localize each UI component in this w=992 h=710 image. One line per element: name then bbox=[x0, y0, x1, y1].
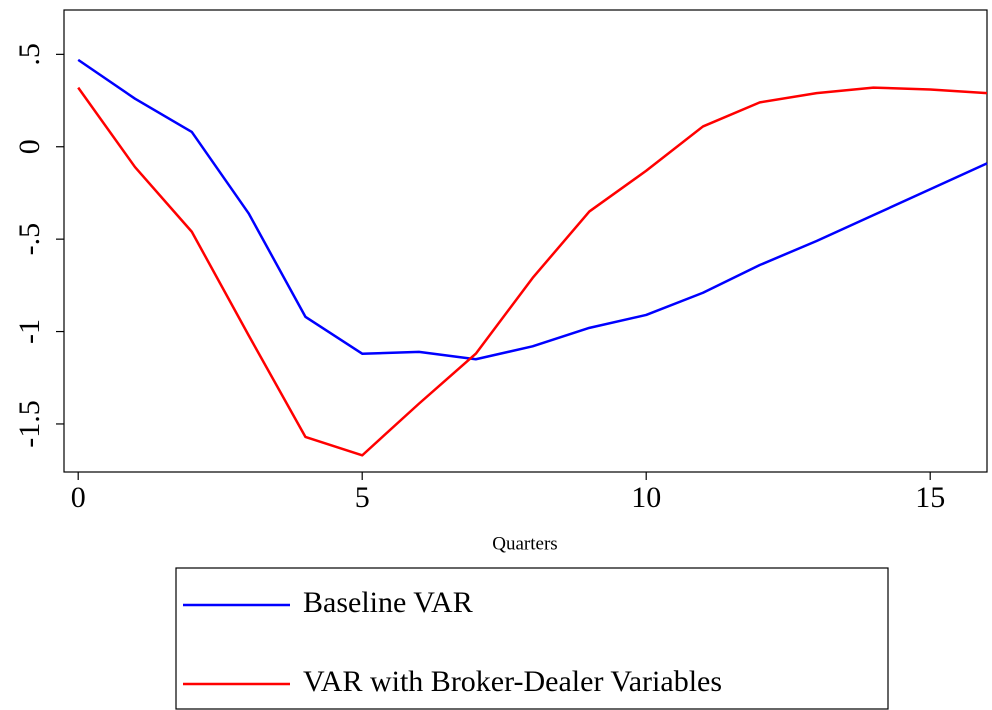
y-tick-label: -1 bbox=[13, 319, 46, 344]
legend-label: VAR with Broker-Dealer Variables bbox=[303, 665, 722, 698]
x-axis-label: Quarters bbox=[492, 533, 557, 554]
x-tick-label: 10 bbox=[631, 481, 661, 514]
y-tick-label: .5 bbox=[13, 43, 46, 66]
x-tick-label: 15 bbox=[915, 481, 945, 514]
plot-frame bbox=[63, 9, 988, 473]
legend bbox=[175, 567, 889, 710]
y-tick-label: 0 bbox=[13, 139, 46, 154]
y-tick-label: -1.5 bbox=[13, 400, 46, 448]
x-tick-label: 5 bbox=[355, 481, 370, 514]
x-tick-label: 0 bbox=[71, 481, 86, 514]
y-tick-label: -.5 bbox=[13, 223, 46, 256]
line-series bbox=[77, 58, 988, 361]
line-series bbox=[77, 86, 988, 457]
legend-label: Baseline VAR bbox=[303, 586, 473, 619]
